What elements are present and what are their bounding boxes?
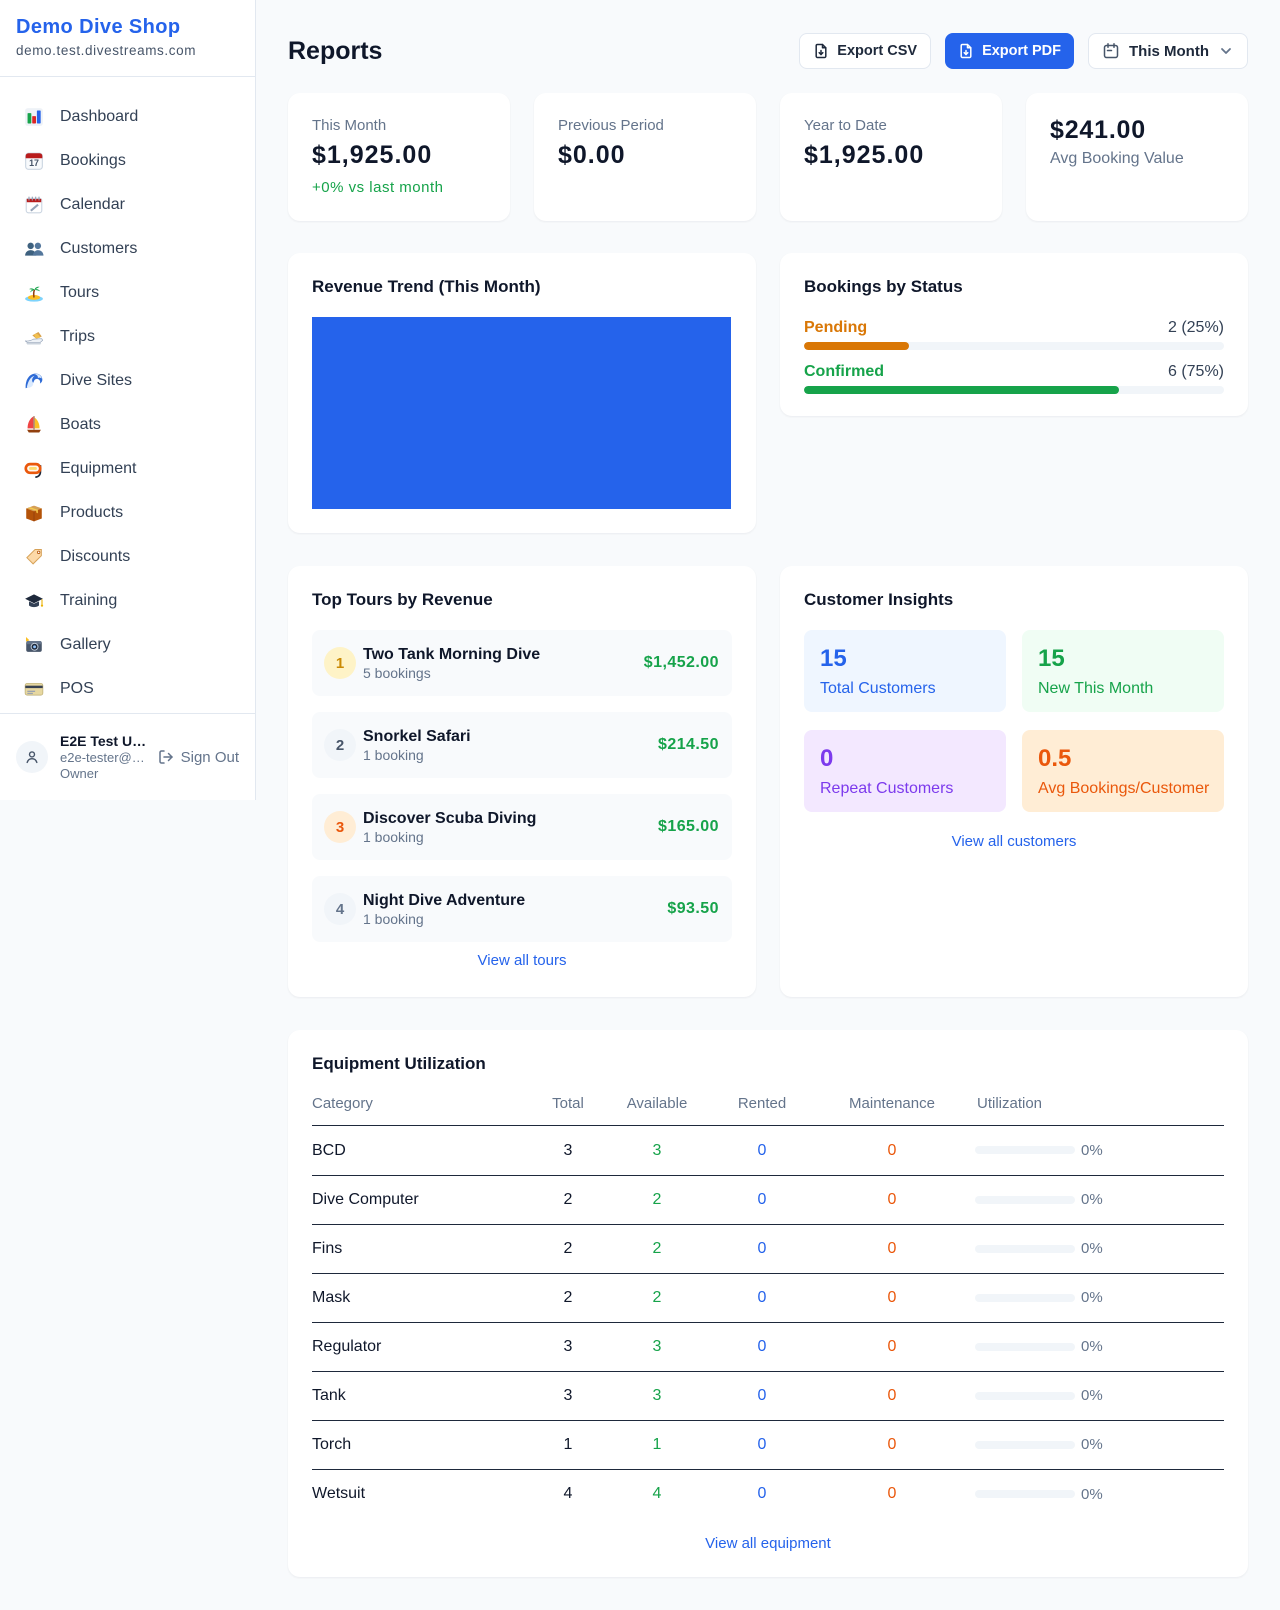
svg-text:17: 17	[29, 158, 39, 168]
